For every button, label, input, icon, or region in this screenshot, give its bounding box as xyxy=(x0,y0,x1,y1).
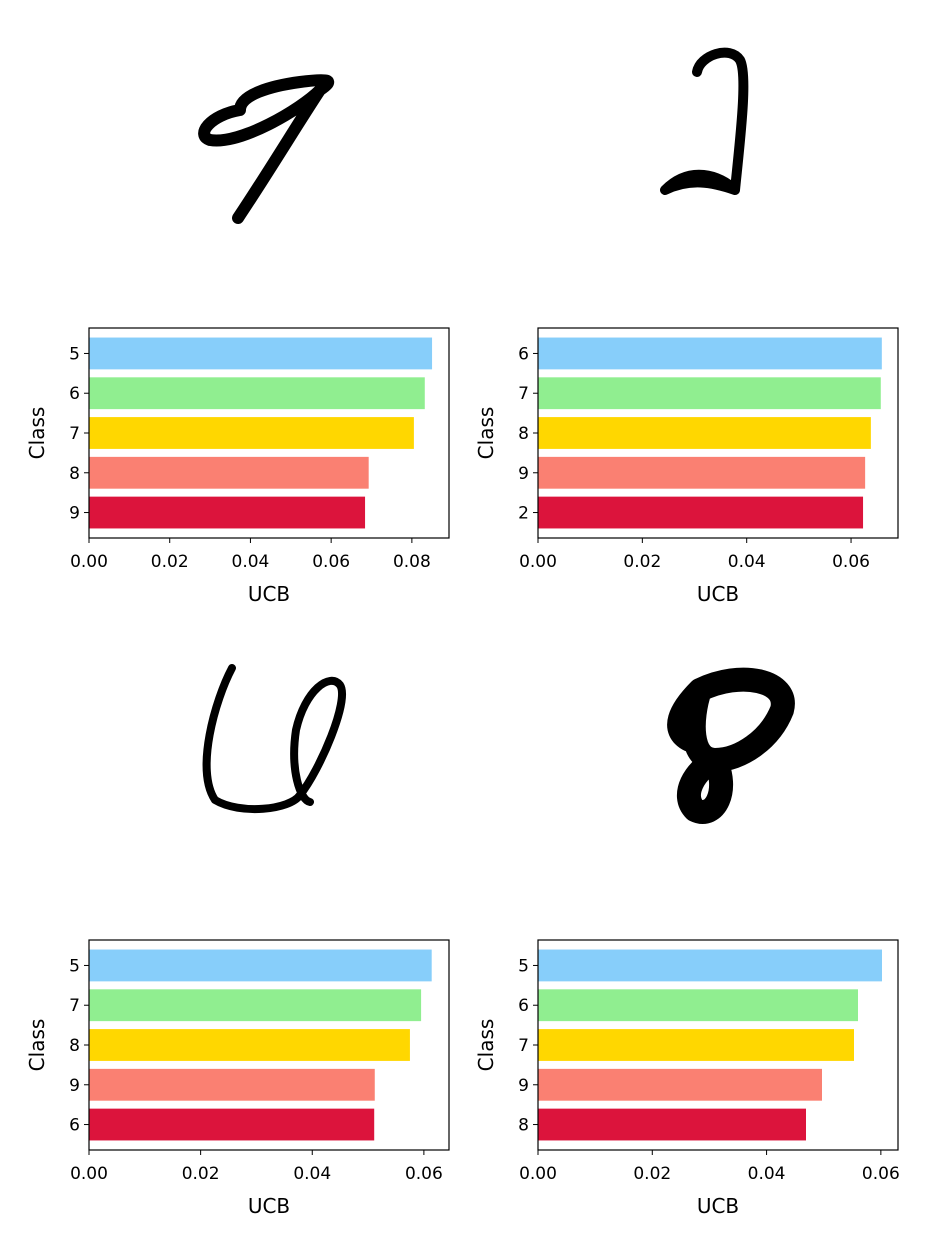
axes-frame xyxy=(537,939,899,1151)
y-tick-label: 6 xyxy=(518,996,529,1016)
y-tick-label: 7 xyxy=(518,384,529,404)
bar xyxy=(538,1068,822,1101)
y-tick-label: 5 xyxy=(69,956,80,976)
x-tick-label: 0.08 xyxy=(393,552,431,572)
x-tick-label: 0.06 xyxy=(832,552,870,572)
bar xyxy=(89,949,432,982)
digit-image xyxy=(198,74,335,224)
bar xyxy=(89,1068,375,1101)
axes-frame xyxy=(537,327,899,539)
digit-image xyxy=(202,664,346,814)
y-tick-label: 7 xyxy=(69,996,80,1016)
x-tick-label: 0.04 xyxy=(232,552,270,572)
x-tick-label: 0.00 xyxy=(70,552,108,572)
x-axis-label: UCB xyxy=(248,1194,290,1218)
bar xyxy=(538,989,858,1022)
y-tick-label: 6 xyxy=(69,384,80,404)
x-tick-label: 0.02 xyxy=(182,1164,220,1184)
y-tick-label: 5 xyxy=(518,956,529,976)
bar xyxy=(538,949,882,982)
y-axis-label: Class xyxy=(25,407,49,460)
y-tick-label: 2 xyxy=(518,504,529,524)
x-tick-label: 0.02 xyxy=(151,552,189,572)
bar xyxy=(538,1029,854,1061)
y-tick-label: 9 xyxy=(69,1076,80,1096)
y-tick-label: 7 xyxy=(69,424,80,444)
bar xyxy=(89,1108,375,1141)
y-tick-label: 7 xyxy=(518,1036,529,1056)
x-tick-label: 0.02 xyxy=(623,552,661,572)
y-tick-label: 8 xyxy=(69,1036,80,1056)
x-tick-label: 0.02 xyxy=(633,1164,671,1184)
y-tick-label: 8 xyxy=(69,464,80,484)
x-axis-label: UCB xyxy=(248,582,290,606)
digit-image xyxy=(667,667,795,824)
bar xyxy=(89,989,422,1022)
y-tick-label: 9 xyxy=(69,504,80,524)
axes-frame xyxy=(88,327,450,539)
bar xyxy=(89,1029,410,1061)
y-tick-label: 8 xyxy=(518,424,529,444)
bar xyxy=(538,377,881,410)
x-tick-label: 0.04 xyxy=(728,552,766,572)
bar xyxy=(89,337,433,370)
x-tick-label: 0.04 xyxy=(293,1164,331,1184)
x-tick-label: 0.00 xyxy=(519,552,557,572)
y-tick-label: 9 xyxy=(518,1076,529,1096)
y-tick-label: 8 xyxy=(518,1116,529,1136)
y-tick-label: 6 xyxy=(518,344,529,364)
y-axis-label: Class xyxy=(474,407,498,460)
bar xyxy=(538,417,871,449)
bar xyxy=(89,496,366,529)
y-tick-label: 9 xyxy=(518,464,529,484)
y-axis-label: Class xyxy=(474,1019,498,1072)
x-axis-label: UCB xyxy=(697,1194,739,1218)
bar xyxy=(538,337,882,370)
bar xyxy=(89,417,414,449)
y-axis-label: Class xyxy=(25,1019,49,1072)
bar xyxy=(538,1108,806,1141)
x-tick-label: 0.06 xyxy=(405,1164,443,1184)
bar xyxy=(538,456,866,489)
x-tick-label: 0.06 xyxy=(862,1164,900,1184)
x-tick-label: 0.00 xyxy=(70,1164,108,1184)
bar xyxy=(538,496,864,529)
y-tick-label: 6 xyxy=(69,1116,80,1136)
digit-image xyxy=(660,47,749,195)
y-tick-label: 5 xyxy=(69,344,80,364)
bar xyxy=(89,456,369,489)
bar xyxy=(89,377,425,410)
axes-frame xyxy=(88,939,450,1151)
x-tick-label: 0.06 xyxy=(312,552,350,572)
x-axis-label: UCB xyxy=(697,582,739,606)
x-tick-label: 0.00 xyxy=(519,1164,557,1184)
x-tick-label: 0.04 xyxy=(748,1164,786,1184)
